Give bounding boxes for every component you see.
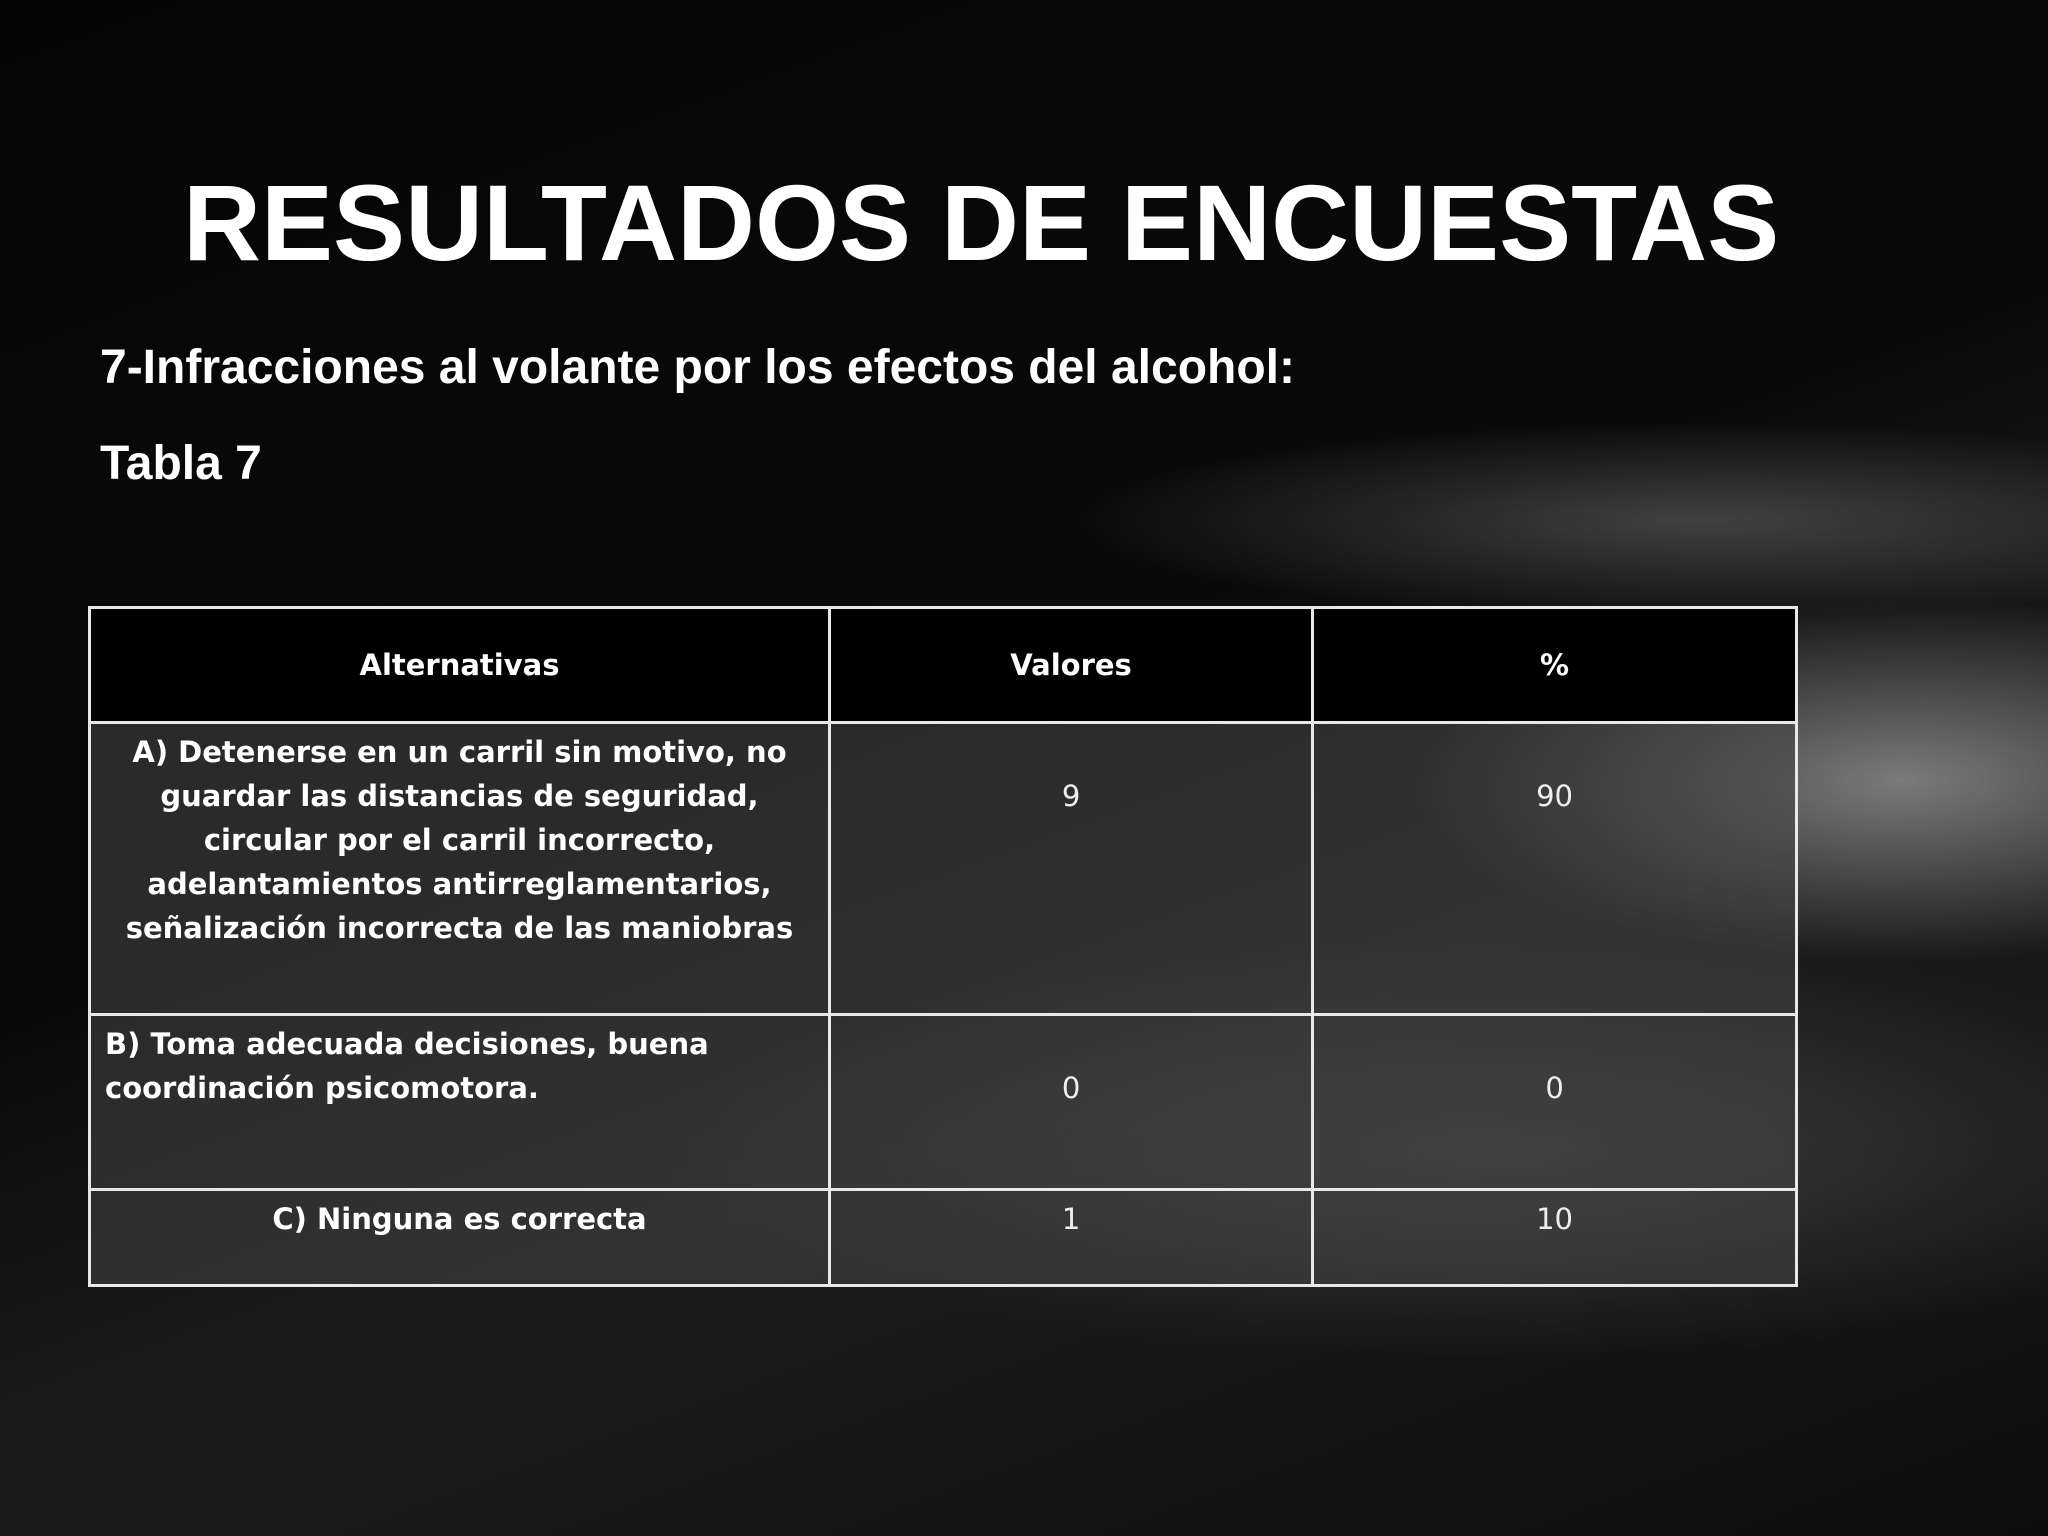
table-row: C) Ninguna es correcta 1 10 (88, 1188, 1798, 1287)
value-cell: 0 (827, 1013, 1315, 1191)
column-header: % (1311, 606, 1798, 724)
column-header: Alternativas (88, 606, 831, 724)
table-row: A) Detenerse en un carril sin motivo, no… (88, 721, 1798, 1016)
percent-cell: 90 (1311, 721, 1798, 1016)
subtitle: 7-Infracciones al volante por los efecto… (100, 341, 1295, 394)
header-row: Alternativas Valores % (88, 606, 1798, 724)
slide-title: RESULTADOS DE ENCUESTAS (183, 162, 1780, 283)
alternative-cell: A) Detenerse en un carril sin motivo, no… (88, 721, 831, 1016)
percent-cell: 0 (1311, 1013, 1798, 1191)
value-cell: 9 (827, 721, 1315, 1016)
table-row: B) Toma adecuada decisiones, buena coord… (88, 1013, 1798, 1191)
alternative-cell: C) Ninguna es correcta (88, 1188, 831, 1287)
value-cell: 1 (827, 1188, 1315, 1287)
column-header: Valores (827, 606, 1315, 724)
results-table: Alternativas Valores % A) Detenerse en u… (88, 606, 1798, 1287)
percent-cell: 10 (1311, 1188, 1798, 1287)
table-caption: Tabla 7 (100, 437, 262, 490)
alternative-cell: B) Toma adecuada decisiones, buena coord… (88, 1013, 831, 1191)
